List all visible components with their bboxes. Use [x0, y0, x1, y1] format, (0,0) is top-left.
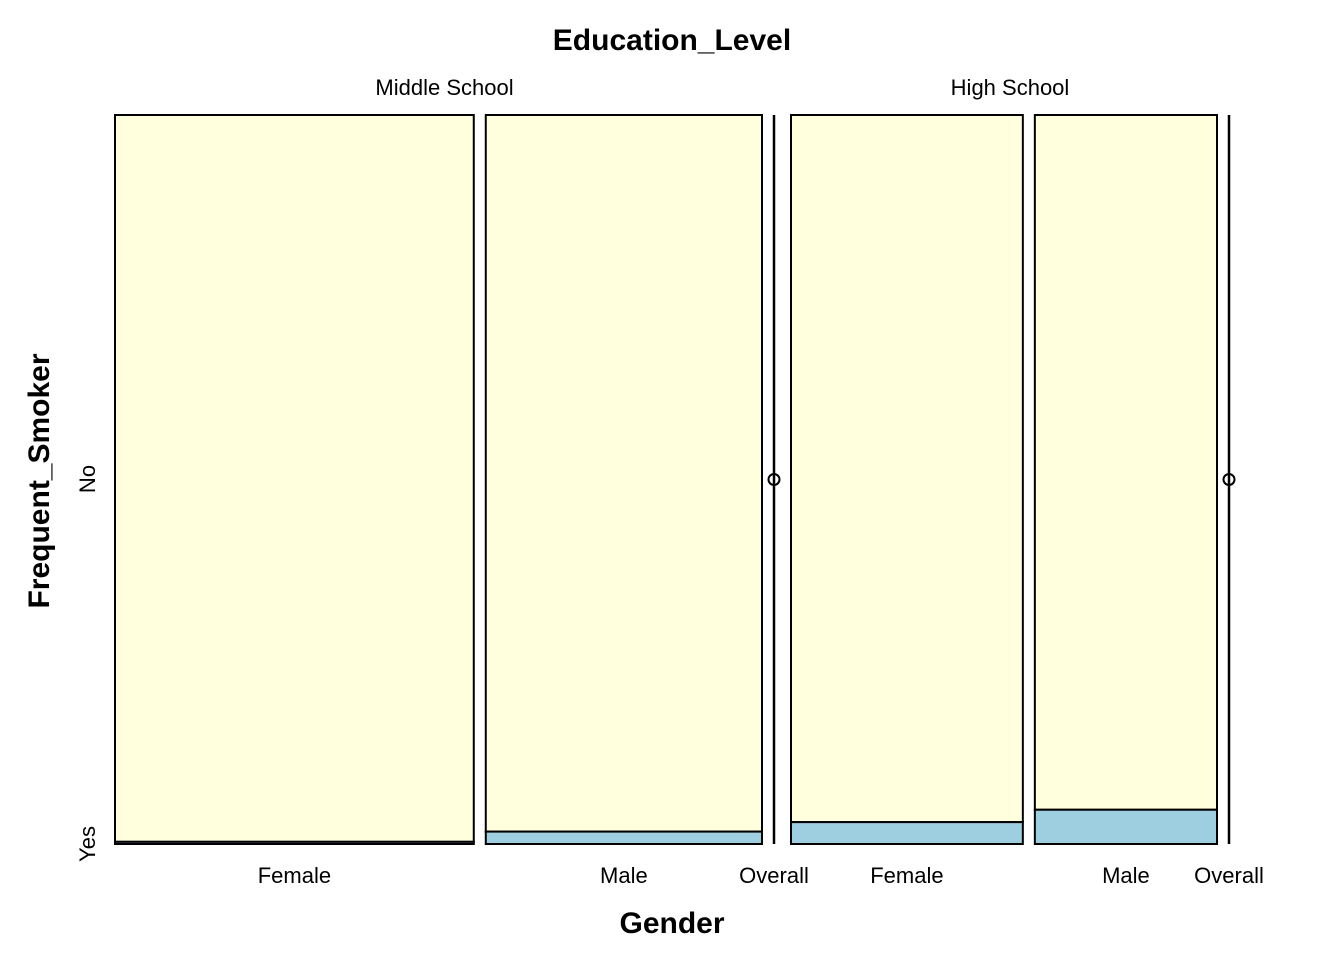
- panel-label-middle-school: Middle School: [375, 75, 513, 100]
- y-axis-title: Frequent_Smoker: [23, 353, 56, 608]
- overall-label-middle-school: Overall: [739, 863, 809, 888]
- bar-yes-middle-school-female: [114, 840, 475, 845]
- overall-label-high-school: Overall: [1194, 863, 1264, 888]
- bar-no-middle-school-male: [484, 114, 763, 833]
- panel-label-high-school: High School: [951, 75, 1070, 100]
- bar-yes-middle-school-male: [484, 830, 763, 845]
- y-tick-label-no: No: [75, 465, 100, 493]
- overall-marker-high-school: [1222, 473, 1236, 486]
- x-axis-title: Gender: [619, 907, 724, 940]
- y-tick-label-yes: Yes: [75, 826, 100, 862]
- x-tick-label-high-school-female: Female: [870, 863, 943, 888]
- x-tick-label-high-school-male: Male: [1102, 863, 1150, 888]
- chart-title: Education_Level: [553, 24, 791, 57]
- x-tick-label-middle-school-male: Male: [600, 863, 648, 888]
- bar-yes-high-school-male: [1033, 808, 1218, 845]
- bar-no-middle-school-female: [114, 114, 475, 843]
- bar-yes-high-school-female: [790, 821, 1024, 846]
- plot-panels: Female Male Overall Middle School Female Male…: [114, 75, 1264, 888]
- overall-marker-middle-school: [767, 473, 781, 486]
- bar-no-high-school-female: [790, 114, 1024, 824]
- x-tick-label-middle-school-female: Female: [258, 863, 331, 888]
- bar-no-high-school-male: [1033, 114, 1218, 811]
